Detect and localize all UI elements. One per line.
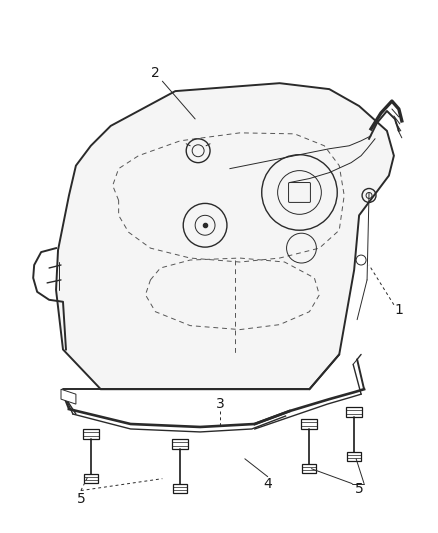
Bar	[172, 439, 188, 449]
Text: 2: 2	[151, 66, 160, 80]
Bar	[84, 474, 98, 482]
Polygon shape	[61, 389, 76, 404]
Bar	[301, 419, 318, 429]
Text: 3: 3	[215, 397, 224, 411]
Bar	[173, 483, 187, 492]
Text: 4: 4	[263, 477, 272, 490]
Bar	[347, 452, 361, 461]
Bar	[346, 407, 362, 417]
Bar	[303, 464, 316, 473]
Polygon shape	[56, 83, 394, 389]
Bar	[83, 429, 99, 439]
Text: 5: 5	[77, 491, 85, 505]
Text: 1: 1	[394, 303, 403, 317]
Text: 5: 5	[355, 482, 364, 496]
